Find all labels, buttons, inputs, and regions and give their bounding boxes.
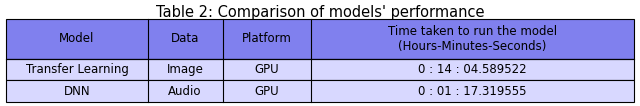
- Text: Data: Data: [171, 32, 199, 45]
- Text: GPU: GPU: [254, 84, 279, 98]
- Text: 0 : 01 : 17.319555: 0 : 01 : 17.319555: [418, 84, 526, 98]
- Text: Platform: Platform: [242, 32, 292, 45]
- Text: GPU: GPU: [254, 63, 279, 76]
- Text: DNN: DNN: [63, 84, 90, 98]
- Text: Time taken to run the model
(Hours-Minutes-Seconds): Time taken to run the model (Hours-Minut…: [388, 25, 557, 53]
- Text: Image: Image: [166, 63, 204, 76]
- Text: 0 : 14 : 04.589522: 0 : 14 : 04.589522: [418, 63, 527, 76]
- Text: Table 2: Comparison of models' performance: Table 2: Comparison of models' performan…: [156, 5, 484, 20]
- Text: Audio: Audio: [168, 84, 202, 98]
- Text: Transfer Learning: Transfer Learning: [26, 63, 129, 76]
- Text: Model: Model: [60, 32, 95, 45]
